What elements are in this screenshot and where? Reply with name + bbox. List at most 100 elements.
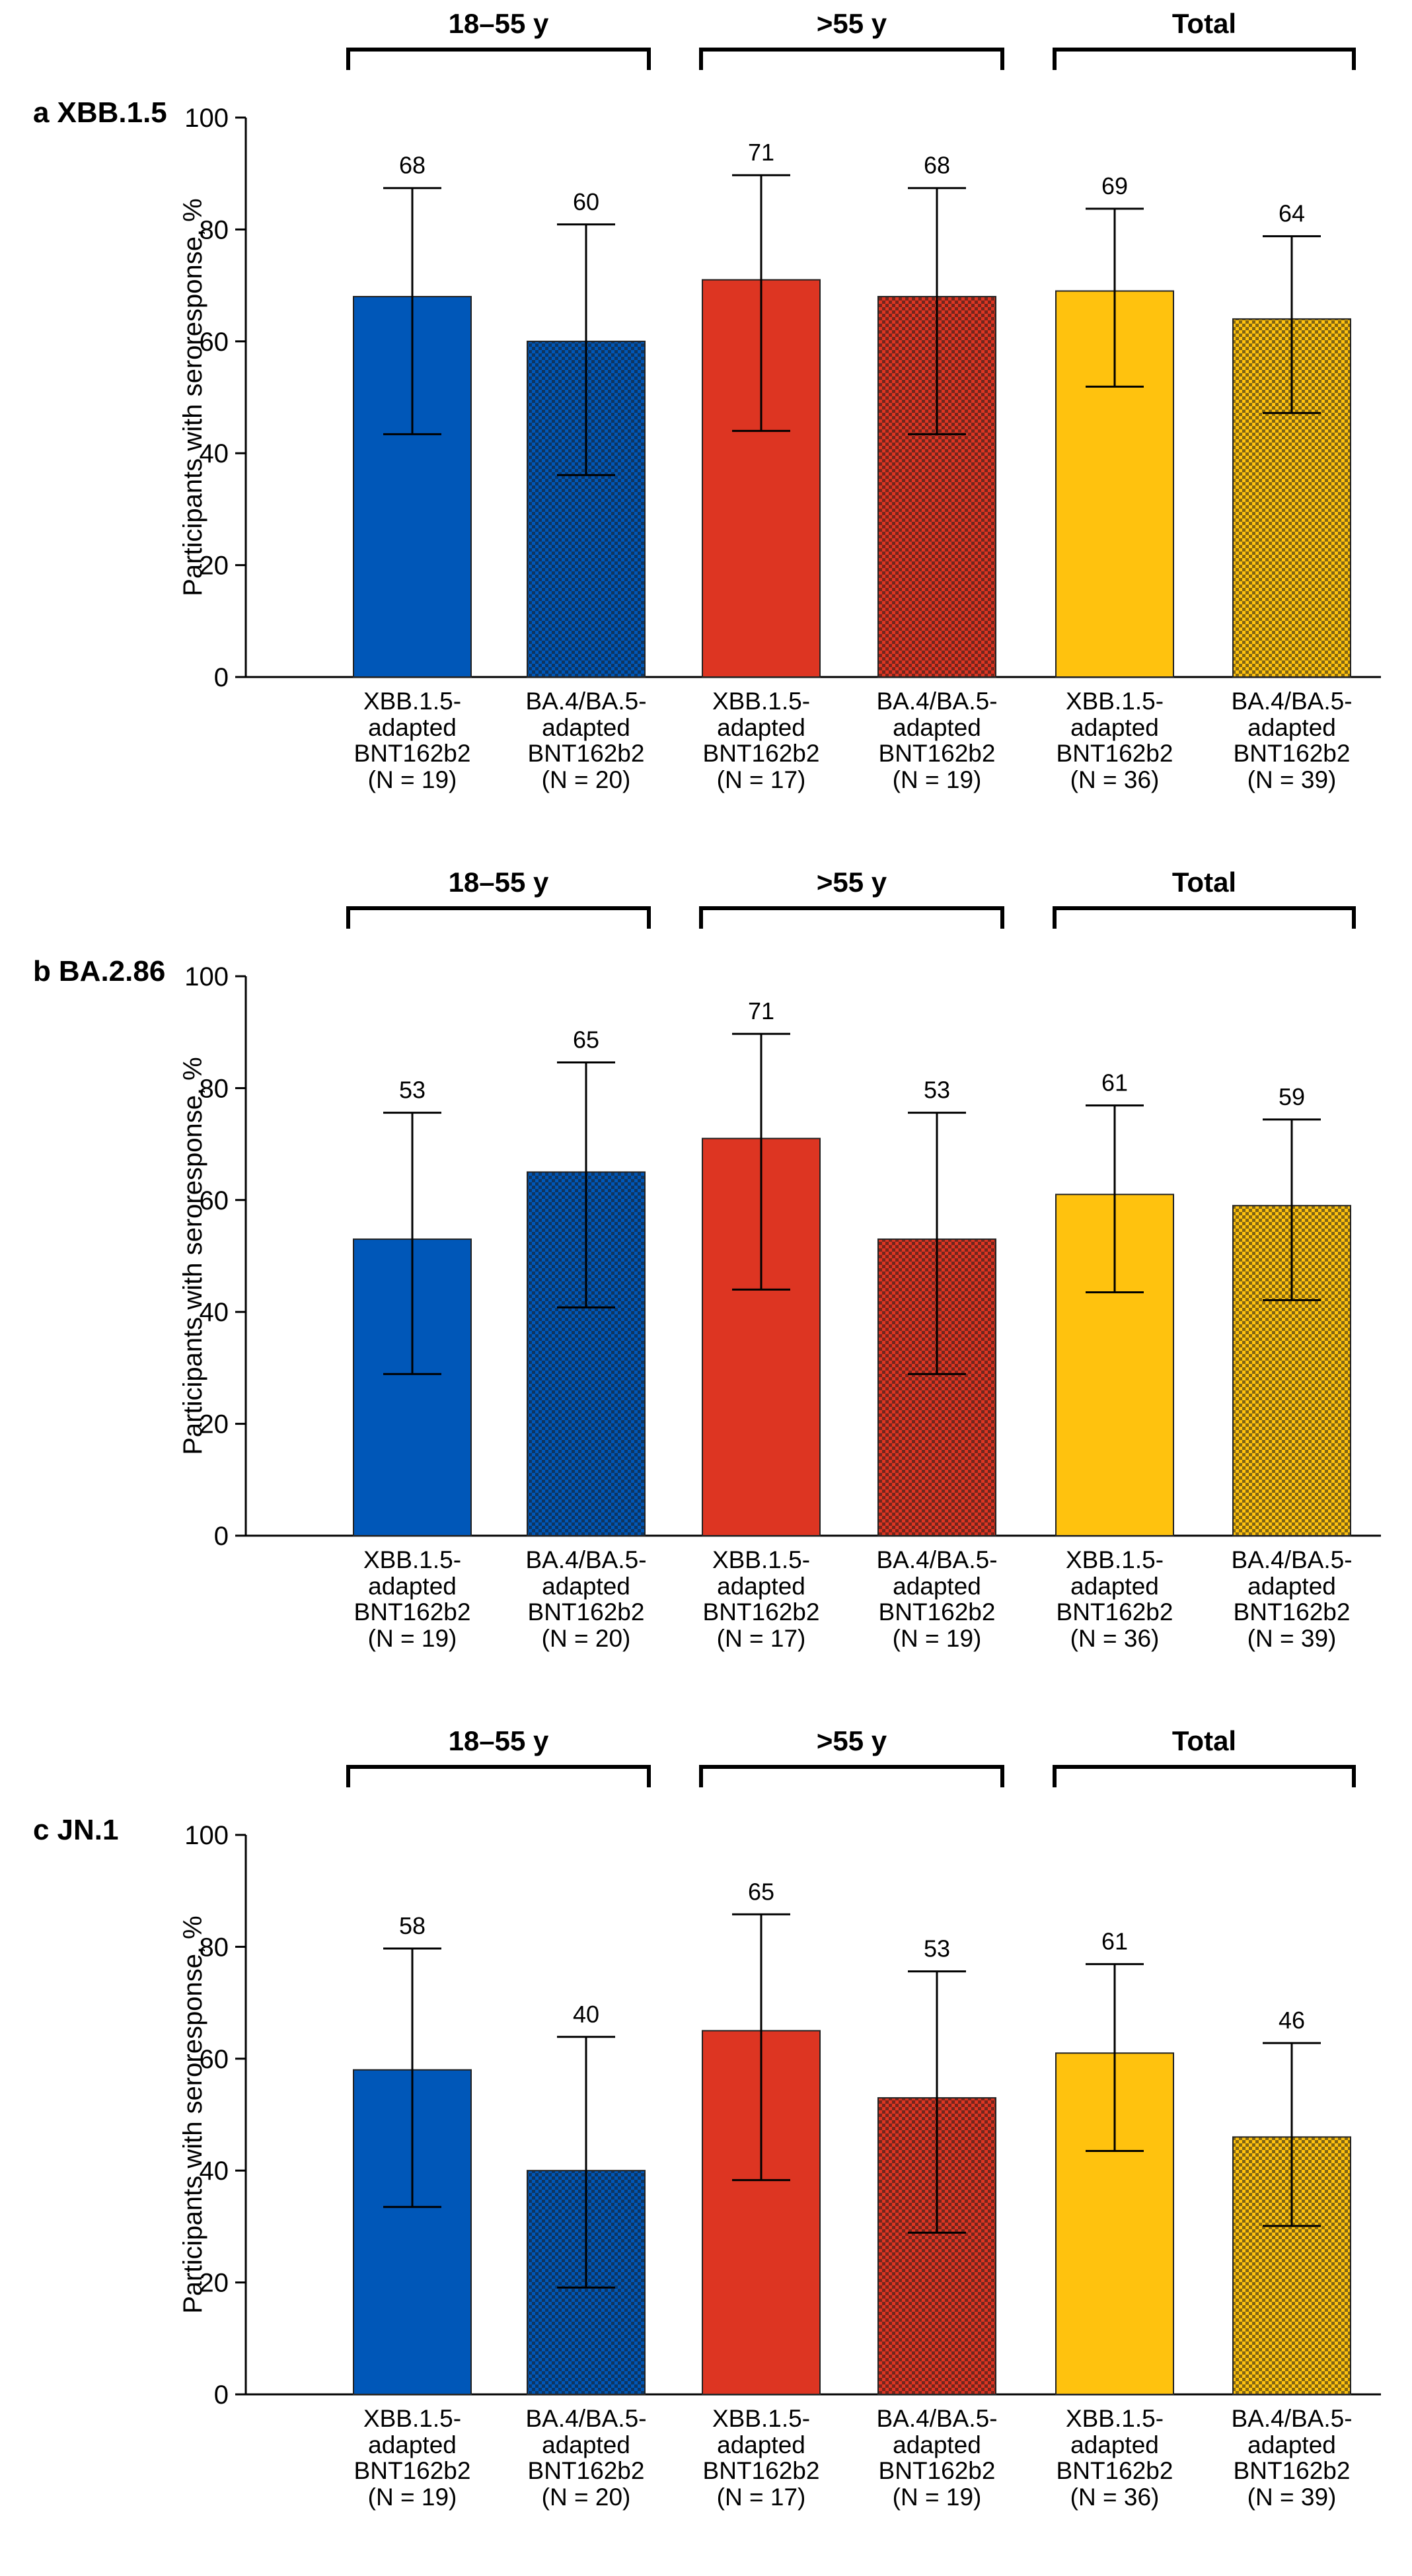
bar-value-label: 46 bbox=[1279, 2007, 1305, 2034]
bar-value-label: 40 bbox=[573, 2001, 599, 2028]
group-label: 18–55 y bbox=[449, 1725, 549, 1756]
x-category-label: XBB.1.5- bbox=[1066, 1546, 1164, 1573]
group-bracket bbox=[699, 1765, 1004, 1787]
error-bar bbox=[1263, 2042, 1321, 2227]
bar-value-label: 53 bbox=[924, 1935, 950, 1962]
x-category-label: XBB.1.5- bbox=[1066, 2405, 1164, 2432]
x-category-label: adapted bbox=[542, 1573, 630, 1600]
error-bar bbox=[557, 2036, 615, 2289]
x-category-label: (N = 20) bbox=[542, 2484, 631, 2511]
x-category-label: BNT162b2 bbox=[528, 740, 645, 767]
bar-value-label: 68 bbox=[399, 152, 426, 179]
x-category-label: (N = 19) bbox=[368, 1625, 457, 1652]
y-axis-label: Participants with seroresponse, % bbox=[178, 198, 207, 596]
y-tick-label: 80 bbox=[200, 215, 229, 244]
error-bar bbox=[557, 1061, 615, 1308]
chart-panel-b: b BA.2.86 Participants with seroresponse, … bbox=[0, 859, 1412, 1717]
y-axis-label: Participants with seroresponse, % bbox=[178, 1915, 207, 2314]
chart-svg-c: c JN.1 Participants with seroresponse, % 0 2… bbox=[33, 1725, 1381, 2511]
x-category-label: (N = 17) bbox=[717, 1625, 806, 1652]
x-category-label: BA.4/BA.5- bbox=[1231, 688, 1352, 715]
y-tick-label: 80 bbox=[200, 1074, 229, 1103]
y-tick-label: 20 bbox=[200, 552, 229, 581]
error-bar bbox=[383, 1112, 441, 1375]
panel-title: b BA.2.86 bbox=[33, 955, 165, 987]
x-category-label: BNT162b2 bbox=[879, 2457, 996, 2484]
group-bracket bbox=[1053, 906, 1356, 929]
x-category-label: (N = 17) bbox=[717, 2484, 806, 2511]
x-category-label: BNT162b2 bbox=[879, 1598, 996, 1626]
x-category-label: (N = 36) bbox=[1070, 2484, 1160, 2511]
x-category-label: adapted bbox=[893, 2431, 981, 2458]
error-bar bbox=[732, 174, 790, 432]
group-bracket bbox=[346, 1765, 651, 1787]
chart-svg-a: a XBB.1.5 Participants with seroresponse, … bbox=[33, 8, 1381, 793]
bar-value-label: 68 bbox=[924, 152, 950, 179]
group-label: 18–55 y bbox=[449, 867, 549, 898]
x-category-label: BNT162b2 bbox=[879, 740, 996, 767]
bar-value-label: 65 bbox=[573, 1026, 599, 1053]
bar-value-label: 58 bbox=[399, 1912, 426, 1939]
x-category-label: XBB.1.5- bbox=[712, 1546, 810, 1573]
x-category-label: adapted bbox=[893, 1573, 981, 1600]
group-label: Total bbox=[1172, 8, 1236, 39]
error-bar bbox=[732, 1032, 790, 1291]
x-category-label: XBB.1.5- bbox=[1066, 688, 1164, 715]
bar-value-label: 71 bbox=[748, 997, 774, 1024]
y-tick-label: 60 bbox=[200, 2045, 229, 2074]
x-category-label: adapted bbox=[368, 1573, 457, 1600]
chart-panel-a: a XBB.1.5 Participants with seroresponse, … bbox=[0, 0, 1412, 859]
group-label: >55 y bbox=[817, 1725, 887, 1756]
x-category-label: BA.4/BA.5- bbox=[525, 688, 646, 715]
x-category-label: XBB.1.5- bbox=[363, 2405, 461, 2432]
error-bar bbox=[908, 1970, 966, 2234]
x-category-label: (N = 19) bbox=[893, 766, 982, 793]
x-category-label: (N = 20) bbox=[542, 1625, 631, 1652]
y-tick-label: 20 bbox=[200, 2269, 229, 2298]
x-category-label: (N = 39) bbox=[1247, 2484, 1337, 2511]
y-tick-label: 60 bbox=[200, 328, 229, 357]
x-category-label: BNT162b2 bbox=[1057, 1598, 1173, 1626]
x-category-label: BA.4/BA.5- bbox=[876, 688, 997, 715]
group-bracket bbox=[699, 906, 1004, 929]
x-category-label: BNT162b2 bbox=[528, 2457, 645, 2484]
x-category-label: BNT162b2 bbox=[703, 2457, 820, 2484]
y-tick-label: 100 bbox=[184, 1821, 229, 1850]
error-bar bbox=[908, 1112, 966, 1375]
x-category-label: BA.4/BA.5- bbox=[1231, 2405, 1352, 2432]
y-tick-label: 100 bbox=[184, 962, 229, 991]
panel-title: c JN.1 bbox=[33, 1814, 118, 1846]
error-bar bbox=[1086, 207, 1144, 388]
group-bracket bbox=[1053, 1765, 1356, 1787]
x-category-label: XBB.1.5- bbox=[712, 2405, 810, 2432]
x-category-label: adapted bbox=[368, 714, 457, 741]
error-bar bbox=[383, 1947, 441, 2208]
x-category-label: (N = 36) bbox=[1070, 1625, 1160, 1652]
x-category-label: (N = 17) bbox=[717, 766, 806, 793]
x-category-label: adapted bbox=[1247, 1573, 1336, 1600]
y-tick-label: 60 bbox=[200, 1186, 229, 1215]
group-label: 18–55 y bbox=[449, 8, 549, 39]
x-category-label: BNT162b2 bbox=[354, 2457, 471, 2484]
bar-value-label: 61 bbox=[1101, 1069, 1128, 1096]
x-category-label: adapted bbox=[1070, 2431, 1159, 2458]
x-category-label: BNT162b2 bbox=[703, 1598, 820, 1626]
x-category-label: (N = 19) bbox=[893, 1625, 982, 1652]
error-bar bbox=[1263, 1118, 1321, 1301]
x-category-label: adapted bbox=[717, 714, 805, 741]
bar-value-label: 69 bbox=[1101, 172, 1128, 199]
y-axis-label: Participants with seroresponse, % bbox=[178, 1057, 207, 1455]
x-category-label: (N = 20) bbox=[542, 766, 631, 793]
x-category-label: BA.4/BA.5- bbox=[525, 2405, 646, 2432]
x-category-label: adapted bbox=[1070, 714, 1159, 741]
bar-value-label: 64 bbox=[1279, 200, 1305, 227]
error-bar bbox=[908, 187, 966, 435]
y-tick-label: 100 bbox=[184, 104, 229, 133]
x-category-label: (N = 19) bbox=[893, 2484, 982, 2511]
x-category-label: BNT162b2 bbox=[1057, 2457, 1173, 2484]
x-category-label: XBB.1.5- bbox=[363, 688, 461, 715]
error-bar bbox=[1086, 1104, 1144, 1294]
x-category-label: BNT162b2 bbox=[354, 740, 471, 767]
x-category-label: (N = 39) bbox=[1247, 1625, 1337, 1652]
y-tick-label: 0 bbox=[214, 2380, 229, 2410]
